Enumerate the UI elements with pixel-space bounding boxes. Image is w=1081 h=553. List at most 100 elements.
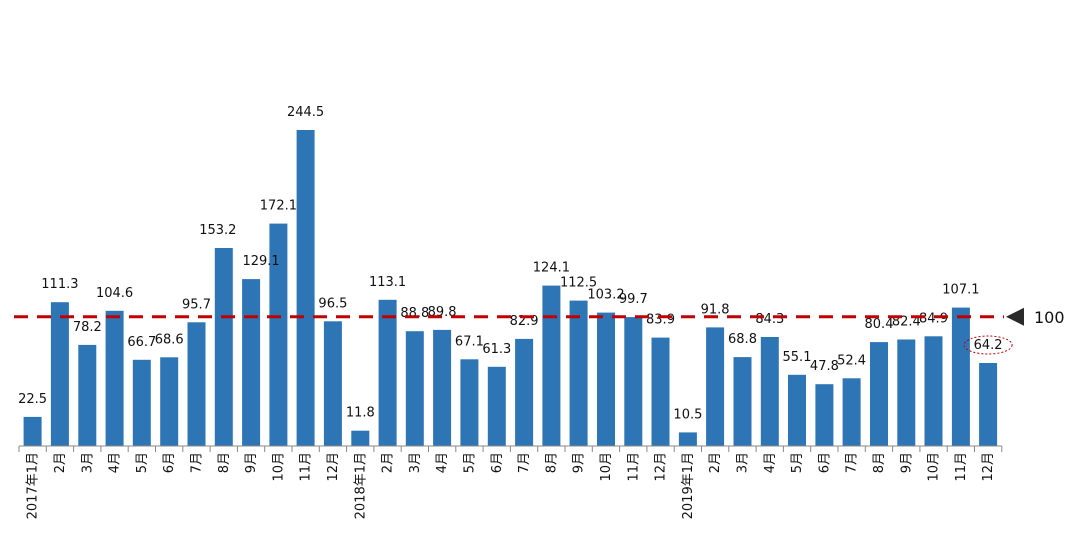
value-label-35: 64.2 (974, 338, 1003, 353)
x-tick-label-11: 12月 (326, 452, 341, 482)
x-tick-label-6: 7月 (190, 452, 205, 473)
bar-8 (242, 279, 261, 446)
bar-6 (187, 322, 206, 446)
value-label-5: 68.6 (155, 332, 184, 347)
value-label-9: 172.1 (260, 199, 297, 214)
x-tick-label-10: 11月 (299, 452, 314, 482)
x-tick-labels-group: 2017年1月 2月 3月 4月 5月 6月 7月 8月 9月 10月 11月 12月 2018年1月 2… (26, 452, 996, 519)
bar-18 (515, 338, 534, 446)
bar-21 (597, 312, 615, 446)
x-tick-label-27: 4月 (763, 452, 778, 473)
x-tick-label-25: 2月 (708, 452, 723, 473)
x-tick-label-18: 7月 (517, 452, 532, 473)
bar-1 (50, 302, 69, 446)
bar-30 (842, 378, 861, 446)
value-label-25: 91.8 (701, 302, 730, 317)
bar-12 (351, 430, 370, 446)
bar-10 (296, 130, 315, 446)
bar-34 (951, 307, 970, 446)
x-tick-label-22: 11月 (626, 452, 641, 482)
value-label-19: 124.1 (533, 261, 570, 276)
value-label-4: 66.7 (127, 335, 156, 350)
x-tick-marks-group (18, 446, 1003, 452)
x-tick-label-29: 6月 (817, 452, 832, 473)
x-tick-label-35: 12月 (981, 452, 996, 482)
value-label-16: 67.1 (455, 334, 484, 349)
bar-0 (23, 416, 42, 446)
value-label-34: 107.1 (942, 283, 979, 298)
highlight-ellipse (963, 335, 1013, 355)
x-tick-label-3: 4月 (108, 452, 123, 473)
value-label-21: 103.2 (587, 288, 624, 303)
value-label-20: 112.5 (560, 276, 597, 291)
x-tick-label-12: 2018年1月 (353, 452, 368, 519)
x-tick-label-0: 2017年1月 (26, 452, 41, 519)
value-label-2: 78.2 (73, 320, 102, 335)
bar-23 (651, 337, 670, 446)
bar-22 (624, 317, 643, 446)
value-label-23: 83.9 (646, 313, 675, 328)
value-label-12: 11.8 (346, 406, 375, 421)
x-tick-label-34: 11月 (954, 452, 969, 482)
value-label-7: 153.2 (199, 223, 236, 238)
bar-11 (323, 321, 342, 446)
value-label-17: 61.3 (482, 342, 511, 357)
x-tick-label-14: 3月 (408, 452, 423, 473)
bar-15 (433, 329, 452, 446)
x-tick-label-15: 4月 (435, 452, 450, 473)
bar-32 (897, 339, 916, 446)
value-label-31: 80.4 (865, 317, 894, 332)
value-label-3: 104.6 (96, 286, 133, 301)
bar-25 (706, 327, 725, 446)
value-label-26: 68.8 (728, 332, 757, 347)
value-label-13: 113.1 (369, 275, 406, 290)
bar-14 (405, 331, 424, 446)
bar-26 (733, 357, 752, 446)
x-tick-label-19: 8月 (544, 452, 559, 473)
bar-19 (542, 285, 561, 446)
bar-3 (105, 310, 124, 446)
value-label-10: 244.5 (287, 105, 324, 120)
x-tick-label-13: 2月 (381, 452, 396, 473)
value-label-24: 10.5 (673, 407, 702, 422)
value-label-22: 99.7 (619, 292, 648, 307)
bar-29 (815, 384, 834, 446)
x-tick-label-21: 10月 (599, 452, 614, 482)
x-tick-label-17: 6月 (490, 452, 505, 473)
value-label-33: 84.9 (919, 311, 948, 326)
reference-marker-triangle (1006, 307, 1024, 326)
bars-group (23, 130, 998, 446)
x-tick-label-26: 3月 (736, 452, 751, 473)
bar-16 (460, 359, 479, 446)
x-tick-label-31: 8月 (872, 452, 887, 473)
x-tick-label-2: 3月 (80, 452, 95, 473)
bar-27 (760, 337, 779, 446)
value-label-1: 111.3 (41, 277, 78, 292)
x-tick-label-32: 9月 (899, 452, 914, 473)
value-labels-group: 22.5 111.3 78.2 104.6 66.768.6 95.7 153.2 129.1… (18, 105, 1002, 422)
value-label-11: 96.5 (318, 296, 347, 311)
value-label-14: 88.8 (400, 306, 429, 321)
x-tick-label-20: 9月 (572, 452, 587, 473)
value-label-29: 47.8 (810, 359, 839, 374)
bar-2 (78, 344, 97, 446)
x-tick-label-33: 10月 (927, 452, 942, 482)
x-tick-label-30: 7月 (845, 452, 860, 473)
bar-33 (924, 336, 943, 446)
bar-35 (979, 363, 998, 446)
bar-5 (160, 357, 179, 446)
bar-17 (487, 366, 506, 446)
x-tick-label-1: 2月 (53, 452, 68, 473)
bar-13 (378, 299, 397, 446)
bar-7 (214, 248, 233, 446)
bar-20 (569, 300, 588, 446)
reference-line-label: 100 (1034, 308, 1065, 327)
x-tick-label-8: 9月 (244, 452, 259, 473)
value-label-0: 22.5 (18, 392, 47, 407)
value-label-28: 55.1 (783, 350, 812, 365)
x-tick-label-23: 12月 (654, 452, 669, 482)
x-tick-label-4: 5月 (135, 452, 150, 473)
x-tick-label-5: 6月 (162, 452, 177, 473)
value-label-27: 84.3 (755, 312, 784, 327)
